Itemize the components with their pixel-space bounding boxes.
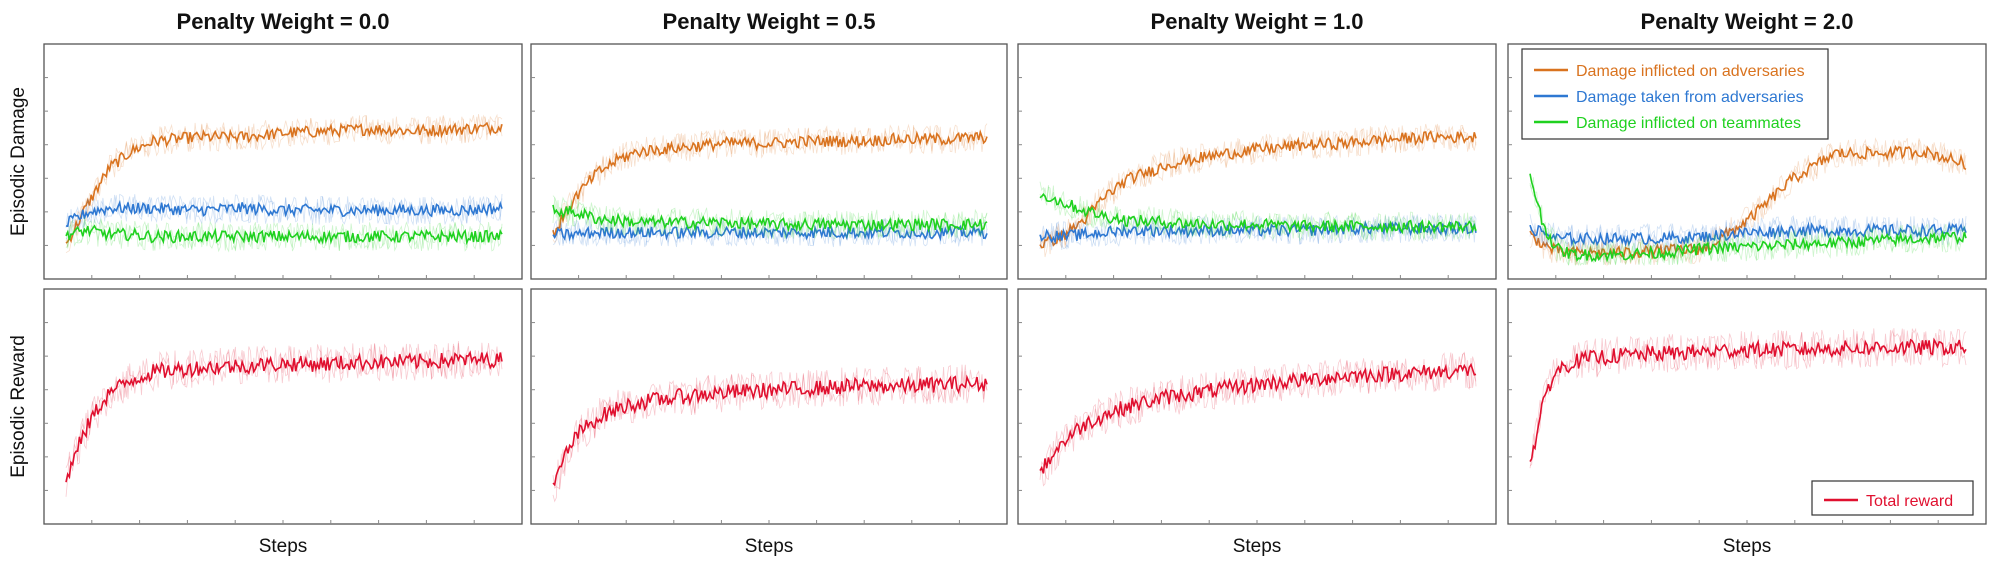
y-axis-label: Episodic Damage	[8, 87, 29, 236]
series-line	[1039, 129, 1477, 249]
series-band	[1039, 123, 1477, 255]
series-line	[552, 374, 988, 487]
legends: Damage inflicted on adversaries Damage ta…	[1521, 48, 1974, 516]
series-band	[1039, 181, 1477, 242]
legend-label: Total reward	[1866, 493, 1953, 510]
series-band	[1039, 352, 1477, 487]
series-inflicted_adversaries	[1039, 123, 1477, 258]
panel-title: Penalty Weight = 0.5	[663, 9, 876, 34]
legend-label: Damage taken from adversaries	[1576, 89, 1804, 106]
panel-title: Penalty Weight = 1.0	[1151, 9, 1364, 34]
series-line	[65, 224, 503, 246]
series-band	[552, 364, 988, 503]
series-band	[552, 196, 988, 240]
series-inflicted_teammates	[552, 195, 988, 240]
series-taken_adversaries	[1529, 214, 1967, 254]
axis-ticks	[1508, 77, 1939, 279]
panel-1	[43, 43, 523, 280]
series-band	[552, 123, 988, 244]
x-axis-label: Steps	[745, 536, 794, 557]
x-axis-label: Steps	[1723, 536, 1772, 557]
series-band	[1529, 184, 1967, 267]
panels: Steps Steps Steps Steps	[43, 43, 1987, 557]
series-band	[65, 193, 503, 237]
series-total_reward	[1039, 351, 1477, 487]
series-band	[1529, 138, 1967, 266]
legend-reward: Total reward	[1811, 480, 1974, 516]
series-line	[1529, 173, 1967, 264]
series-line	[552, 223, 988, 242]
panel-2	[530, 43, 1008, 280]
series-band	[1529, 137, 1967, 267]
legend-box	[1521, 48, 1829, 140]
legend-box	[1811, 480, 1974, 516]
series-line	[552, 204, 988, 233]
panel-title: Penalty Weight = 0.0	[177, 9, 390, 34]
series-band	[65, 219, 503, 252]
axis-ticks	[531, 77, 960, 279]
series-band	[65, 113, 503, 254]
panel-5: Steps	[43, 288, 523, 557]
series-line	[552, 129, 988, 238]
series-line	[65, 121, 503, 244]
panel-3	[1017, 43, 1497, 280]
axis-ticks	[44, 322, 475, 524]
x-axis-label: Steps	[1233, 536, 1282, 557]
panel-frame	[43, 288, 523, 525]
series-line	[1529, 337, 1967, 463]
panel-frame	[1017, 288, 1497, 525]
series-band	[1529, 215, 1967, 253]
series-band	[1039, 124, 1477, 258]
y-axis-label: Episodic Reward	[8, 335, 29, 478]
panel-frame	[43, 43, 523, 280]
series-total_reward	[1529, 327, 1967, 469]
series-inflicted_teammates	[65, 217, 503, 253]
series-inflicted_teammates	[1039, 181, 1477, 242]
x-axis-label: Steps	[259, 536, 308, 557]
panel-title: Penalty Weight = 2.0	[1641, 9, 1854, 34]
axis-ticks	[1508, 322, 1939, 524]
panel-7: Steps	[1017, 288, 1497, 557]
series-band	[1039, 351, 1477, 481]
series-line	[65, 350, 503, 483]
panel-8: Steps	[1507, 288, 1987, 557]
series-line	[1529, 221, 1967, 248]
legend-damage: Damage inflicted on adversaries Damage ta…	[1521, 48, 1829, 140]
panel-6: Steps	[530, 288, 1008, 557]
series-inflicted_adversaries	[65, 113, 503, 254]
series-total_reward	[552, 364, 988, 503]
axis-ticks	[531, 322, 960, 524]
series-taken_adversaries	[65, 193, 503, 240]
series-line	[1529, 144, 1967, 260]
series-line	[1039, 362, 1477, 474]
series-inflicted_adversaries	[1529, 137, 1967, 267]
series-inflicted_teammates	[1529, 173, 1967, 267]
panel-frame	[1017, 43, 1497, 280]
axis-ticks	[44, 77, 475, 279]
axis-ticks	[1018, 322, 1449, 524]
series-band	[1529, 214, 1967, 254]
legend-label: Damage inflicted on adversaries	[1576, 63, 1805, 80]
legend-label: Damage inflicted on teammates	[1576, 115, 1801, 132]
series-band	[65, 342, 503, 497]
series-total_reward	[65, 341, 503, 497]
axis-ticks	[1018, 77, 1449, 279]
series-band	[1039, 213, 1477, 251]
column-titles: Penalty Weight = 0.0 Penalty Weight = 0.5…	[177, 9, 1854, 34]
series-line	[65, 199, 503, 228]
series-inflicted_adversaries	[552, 123, 988, 244]
series-line	[1039, 193, 1477, 235]
series-band	[1529, 328, 1967, 467]
row-labels: Episodic Damage Episodic Reward	[8, 87, 29, 478]
